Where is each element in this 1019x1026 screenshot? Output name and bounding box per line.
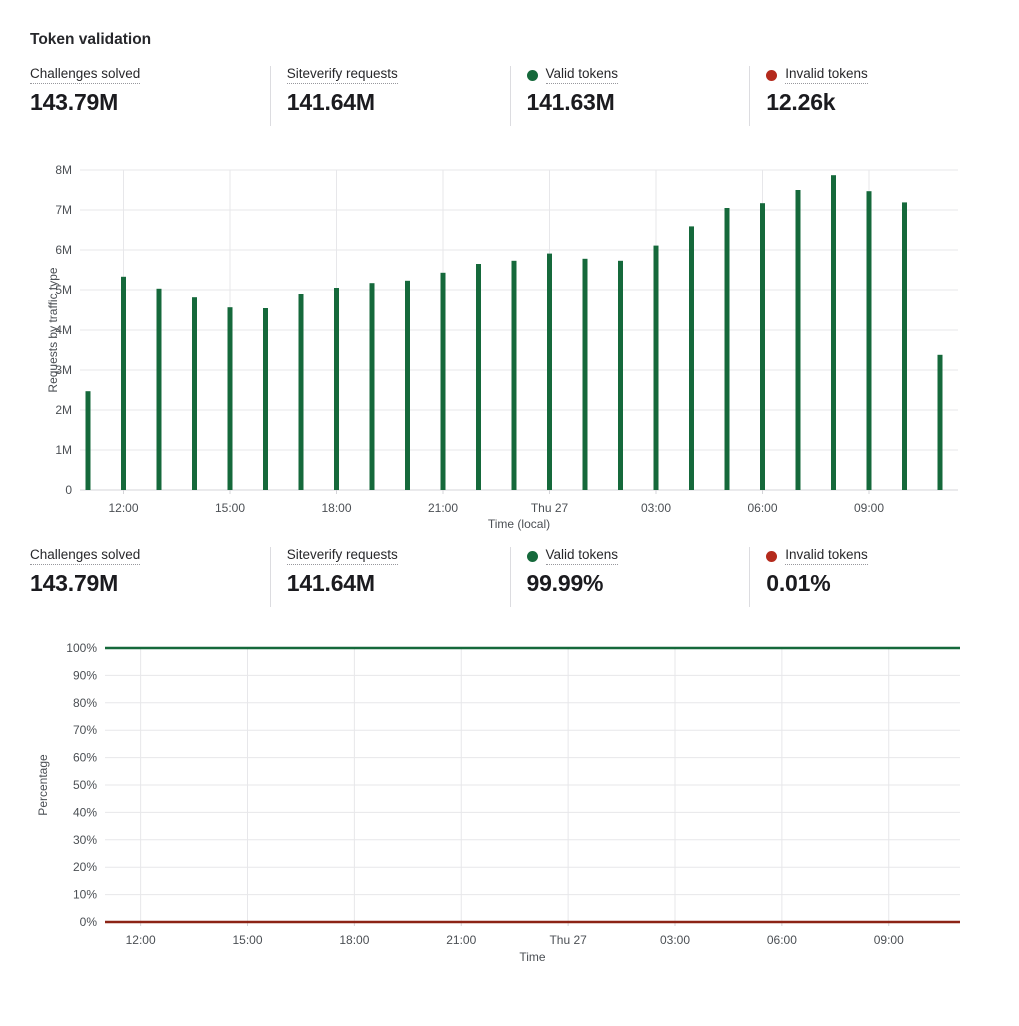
stat-label-invalid-tokens-percent[interactable]: Invalid tokens (785, 547, 868, 565)
svg-text:4M: 4M (55, 323, 72, 337)
svg-text:21:00: 21:00 (428, 501, 458, 515)
stats-row-counts: Challenges solved 143.79M Siteverify req… (30, 66, 989, 126)
stat-label-challenges-solved-2[interactable]: Challenges solved (30, 547, 141, 565)
svg-text:09:00: 09:00 (854, 501, 884, 515)
svg-text:15:00: 15:00 (215, 501, 245, 515)
svg-text:40%: 40% (73, 805, 97, 819)
valid-tokens-legend-dot-2 (526, 550, 538, 562)
stat-challenges-solved: Challenges solved 143.79M (30, 66, 270, 126)
stat-value-valid-tokens: 141.63M (526, 89, 615, 115)
stat-value-challenges-solved: 143.79M (30, 89, 119, 115)
stat-label-valid-tokens[interactable]: Valid tokens (545, 66, 619, 84)
svg-text:0%: 0% (80, 915, 98, 929)
svg-text:6M: 6M (55, 243, 72, 257)
stat-value-valid-tokens-percent: 99.99% (526, 570, 604, 596)
svg-text:60%: 60% (73, 751, 97, 765)
valid-tokens-legend-dot (526, 69, 538, 81)
svg-text:03:00: 03:00 (641, 501, 671, 515)
requests-by-traffic-type-bar-chart[interactable]: 0 1M 2M 3M 4M 5M 6M 7M 8M 12:00 15:00 18:00 21:00 Thu… (0, 157, 1019, 537)
svg-text:09:00: 09:00 (874, 933, 904, 947)
svg-text:5M: 5M (55, 283, 72, 297)
svg-text:12:00: 12:00 (108, 501, 138, 515)
stat-challenges-solved-2: Challenges solved 143.79M (30, 547, 270, 607)
invalid-tokens-legend-dot-2 (766, 550, 778, 562)
svg-text:06:00: 06:00 (767, 933, 797, 947)
svg-text:12:00: 12:00 (126, 933, 156, 947)
svg-text:20%: 20% (73, 860, 97, 874)
stat-valid-tokens: Valid tokens 141.63M (509, 66, 750, 126)
stat-siteverify-requests: Siteverify requests 141.64M (269, 66, 510, 126)
svg-text:80%: 80% (73, 696, 97, 710)
svg-text:90%: 90% (73, 668, 97, 682)
svg-text:Time (local): Time (local) (488, 517, 550, 531)
stat-label-valid-tokens-percent[interactable]: Valid tokens (545, 547, 619, 565)
stat-value-siteverify-requests: 141.64M (286, 89, 375, 115)
svg-text:8M: 8M (55, 163, 72, 177)
svg-text:Thu 27: Thu 27 (531, 501, 569, 515)
invalid-tokens-legend-dot (766, 69, 778, 81)
svg-text:18:00: 18:00 (339, 933, 369, 947)
svg-text:03:00: 03:00 (660, 933, 690, 947)
svg-text:100%: 100% (66, 641, 97, 655)
svg-text:Requests by traffic type: Requests by traffic type (46, 267, 60, 393)
svg-text:3M: 3M (55, 363, 72, 377)
stat-invalid-tokens: Invalid tokens 12.26k (749, 66, 989, 126)
svg-text:7M: 7M (55, 203, 72, 217)
page-title: Token validation (30, 31, 152, 48)
stat-valid-tokens-percent: Valid tokens 99.99% (509, 547, 750, 607)
stats-row-percentages: Challenges solved 143.79M Siteverify req… (30, 547, 989, 607)
stat-label-siteverify-requests[interactable]: Siteverify requests (286, 66, 398, 84)
svg-text:10%: 10% (73, 888, 97, 902)
svg-text:Thu 27: Thu 27 (549, 933, 587, 947)
stat-label-challenges-solved[interactable]: Challenges solved (30, 66, 141, 84)
stat-label-invalid-tokens[interactable]: Invalid tokens (785, 66, 868, 84)
stat-value-siteverify-requests-2: 141.64M (286, 570, 375, 596)
token-validity-percentage-line-chart[interactable]: 0% 10% 20% 30% 40% 50% 60% 70% 80% 90% 100% 12:00 15… (0, 635, 1019, 975)
svg-text:70%: 70% (73, 723, 97, 737)
svg-text:15:00: 15:00 (232, 933, 262, 947)
svg-text:18:00: 18:00 (321, 501, 351, 515)
stat-siteverify-requests-2: Siteverify requests 141.64M (269, 547, 510, 607)
svg-text:06:00: 06:00 (747, 501, 777, 515)
svg-text:0: 0 (65, 483, 72, 497)
stat-value-invalid-tokens-percent: 0.01% (766, 570, 831, 596)
stat-invalid-tokens-percent: Invalid tokens 0.01% (749, 547, 989, 607)
svg-text:21:00: 21:00 (446, 933, 476, 947)
stat-label-siteverify-requests-2[interactable]: Siteverify requests (286, 547, 398, 565)
svg-text:1M: 1M (55, 443, 72, 457)
svg-text:50%: 50% (73, 778, 97, 792)
stat-value-invalid-tokens: 12.26k (766, 89, 836, 115)
svg-text:30%: 30% (73, 833, 97, 847)
stat-value-challenges-solved-2: 143.79M (30, 570, 119, 596)
svg-text:Time: Time (519, 950, 546, 964)
svg-text:2M: 2M (55, 403, 72, 417)
svg-text:Percentage: Percentage (36, 754, 50, 816)
